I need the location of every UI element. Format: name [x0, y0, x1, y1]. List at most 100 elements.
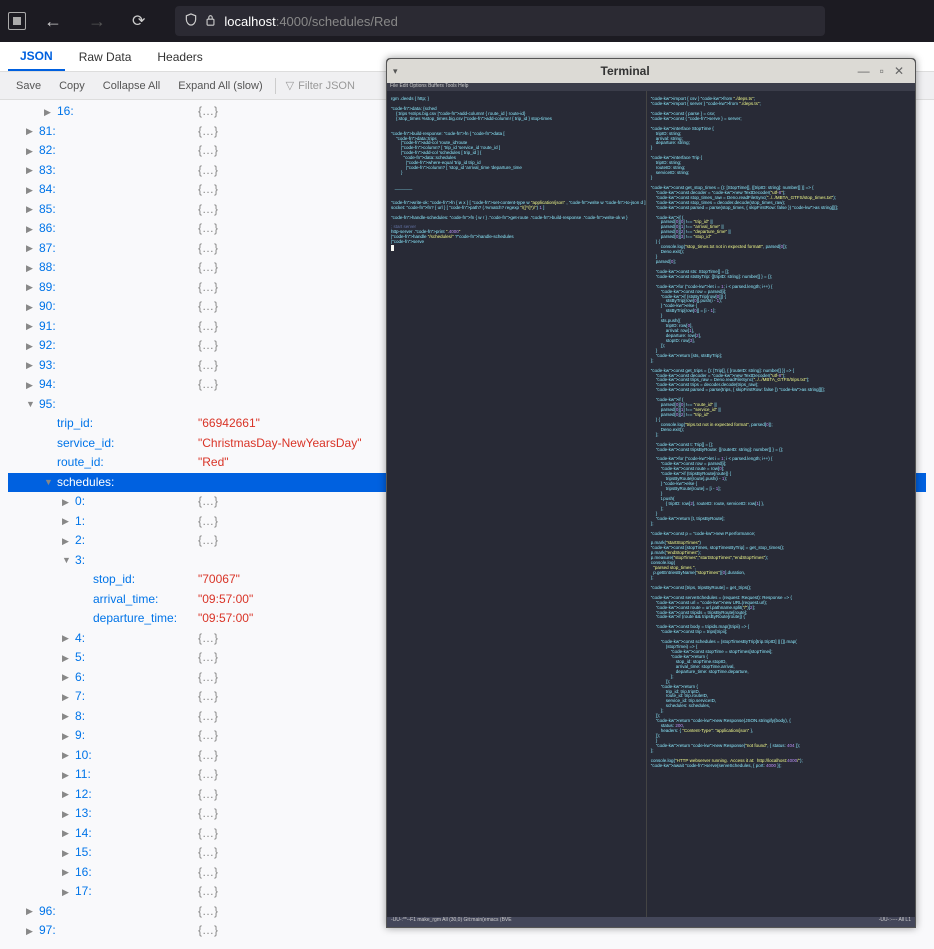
tab-raw-data[interactable]: Raw Data — [67, 44, 144, 70]
json-value: {…} — [198, 765, 218, 784]
twisty-icon[interactable]: ▶ — [26, 202, 36, 216]
json-value: "ChristmasDay-NewYearsDay" — [198, 434, 361, 453]
url-bar[interactable]: localhost:4000/schedules/Red — [175, 6, 825, 36]
twisty-icon[interactable]: ▶ — [62, 865, 72, 879]
json-key: 85 — [39, 200, 60, 219]
json-value: "Red" — [198, 453, 229, 472]
json-key: 82 — [39, 141, 60, 160]
json-value: {…} — [198, 492, 218, 511]
terminal-titlebar[interactable]: ▾ Terminal — ▫ ✕ — [387, 59, 915, 83]
twisty-icon[interactable]: ▼ — [26, 397, 36, 411]
editor-left-pane[interactable]: rgm .deeds { http; } "code-fn">data: {sc… — [391, 87, 646, 923]
twisty-icon[interactable]: ▶ — [62, 495, 72, 509]
json-value: {…} — [198, 258, 218, 277]
twisty-icon[interactable]: ▶ — [26, 241, 36, 255]
filter-json-input[interactable]: ▽ Filter JSON — [280, 79, 355, 92]
expand-all-button[interactable]: Expand All (slow) — [170, 76, 270, 96]
twisty-icon[interactable]: ▶ — [62, 885, 72, 899]
json-key: 8 — [75, 707, 89, 726]
twisty-icon[interactable]: ▶ — [26, 378, 36, 392]
twisty-icon[interactable]: ▶ — [44, 105, 54, 119]
twisty-icon[interactable]: ▶ — [62, 534, 72, 548]
twisty-icon[interactable]: ▶ — [62, 768, 72, 782]
twisty-icon[interactable]: ▶ — [26, 222, 36, 236]
json-key: 1 — [75, 512, 89, 531]
json-key: service_id — [57, 434, 118, 453]
twisty-icon[interactable]: ▼ — [62, 553, 72, 567]
json-key: 91 — [39, 317, 60, 336]
save-button[interactable]: Save — [8, 76, 49, 96]
twisty-icon[interactable]: ▶ — [62, 787, 72, 801]
json-value: {…} — [198, 180, 218, 199]
twisty-icon[interactable]: ▶ — [26, 319, 36, 333]
json-key: 16 — [57, 102, 78, 121]
twisty-icon[interactable]: ▶ — [62, 631, 72, 645]
collapse-all-button[interactable]: Collapse All — [95, 76, 168, 96]
json-key: 15 — [75, 843, 96, 862]
terminal-window: ▾ Terminal — ▫ ✕ File Edit Options Buffe… — [386, 58, 916, 928]
json-key: 7 — [75, 687, 89, 706]
twisty-icon[interactable]: ▶ — [26, 339, 36, 353]
close-button[interactable]: ✕ — [889, 64, 909, 78]
json-key: 94 — [39, 375, 60, 394]
tab-json[interactable]: JSON — [8, 43, 65, 71]
json-value: {…} — [198, 843, 218, 862]
json-value: "09:57:00" — [198, 590, 253, 609]
sidebar-toggle-icon[interactable] — [8, 12, 26, 30]
twisty-icon[interactable]: ▶ — [62, 514, 72, 528]
twisty-icon[interactable]: ▶ — [62, 826, 72, 840]
copy-button[interactable]: Copy — [51, 76, 93, 96]
json-value: {…} — [198, 902, 218, 921]
json-value: {…} — [198, 219, 218, 238]
json-value: {…} — [198, 726, 218, 745]
json-key: 92 — [39, 336, 60, 355]
twisty-icon[interactable]: ▼ — [44, 475, 54, 489]
json-key: 81 — [39, 122, 60, 141]
json-key: 10 — [75, 746, 96, 765]
editor-right-pane[interactable]: "code-kw">import { csv } "code-kw">from … — [646, 87, 911, 923]
twisty-icon[interactable]: ▶ — [26, 358, 36, 372]
twisty-icon[interactable]: ▶ — [62, 670, 72, 684]
twisty-icon[interactable]: ▶ — [26, 144, 36, 158]
json-key: 12 — [75, 785, 96, 804]
json-key: arrival_time — [93, 590, 162, 609]
twisty-icon[interactable]: ▶ — [26, 261, 36, 275]
json-key: 89 — [39, 278, 60, 297]
twisty-icon[interactable]: ▶ — [62, 651, 72, 665]
json-value: {…} — [198, 863, 218, 882]
json-value: {…} — [198, 921, 218, 940]
json-value: {…} — [198, 648, 218, 667]
json-value: {…} — [198, 785, 218, 804]
twisty-icon[interactable]: ▶ — [26, 163, 36, 177]
emacs-menu-bar[interactable]: File Edit Options Buffers Tools Help — [387, 83, 915, 91]
tab-headers[interactable]: Headers — [145, 44, 214, 70]
back-button[interactable]: ← — [36, 7, 70, 36]
json-value: {…} — [198, 356, 218, 375]
json-value: {…} — [198, 629, 218, 648]
json-value: {…} — [198, 882, 218, 901]
twisty-icon[interactable]: ▶ — [26, 300, 36, 314]
json-value: {…} — [198, 668, 218, 687]
twisty-icon[interactable]: ▶ — [62, 846, 72, 860]
minimize-button[interactable]: — — [853, 64, 875, 78]
maximize-button[interactable]: ▫ — [875, 64, 889, 78]
json-key: 86 — [39, 219, 60, 238]
json-value: {…} — [198, 122, 218, 141]
twisty-icon[interactable]: ▶ — [62, 748, 72, 762]
json-value: {…} — [198, 317, 218, 336]
twisty-icon[interactable]: ▶ — [26, 904, 36, 918]
json-key: 88 — [39, 258, 60, 277]
twisty-icon[interactable]: ▶ — [26, 124, 36, 138]
json-value: {…} — [198, 239, 218, 258]
json-value: {…} — [198, 687, 218, 706]
shield-icon — [185, 13, 197, 29]
twisty-icon[interactable]: ▶ — [26, 183, 36, 197]
twisty-icon[interactable]: ▶ — [26, 280, 36, 294]
json-key: 3 — [75, 551, 89, 570]
twisty-icon[interactable]: ▶ — [62, 690, 72, 704]
twisty-icon[interactable]: ▶ — [62, 729, 72, 743]
twisty-icon[interactable]: ▶ — [26, 924, 36, 938]
twisty-icon[interactable]: ▶ — [62, 807, 72, 821]
reload-button[interactable]: ⟳ — [124, 7, 153, 35]
twisty-icon[interactable]: ▶ — [62, 709, 72, 723]
